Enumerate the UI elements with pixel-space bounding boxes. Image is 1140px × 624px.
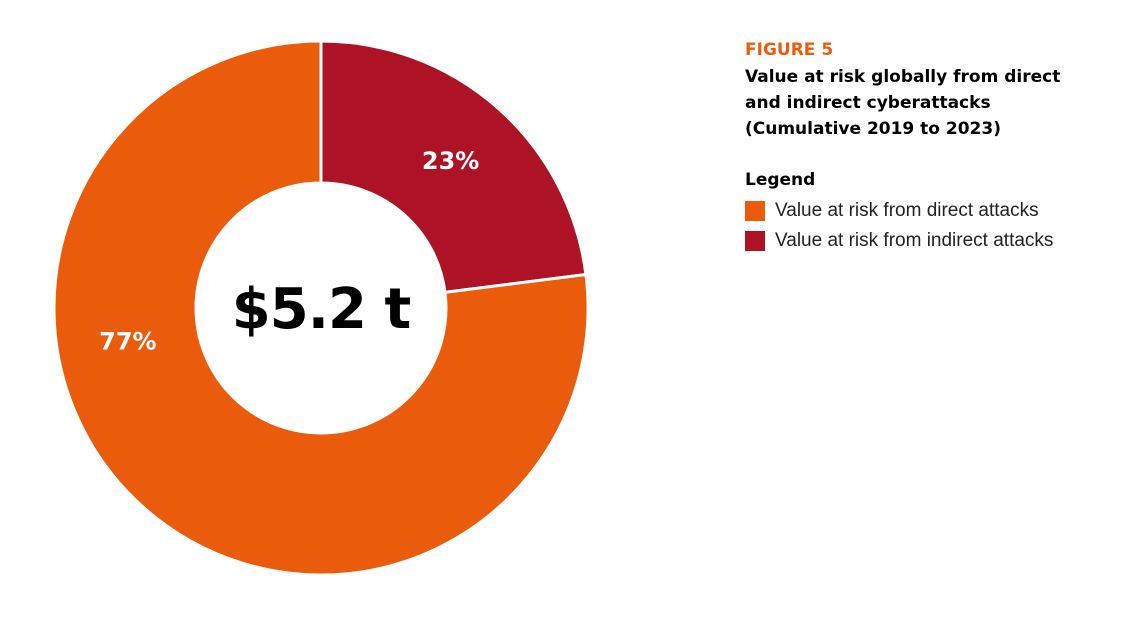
- legend-swatch-direct: [745, 201, 765, 221]
- legend-heading: Legend: [745, 170, 816, 190]
- donut-slice-indirect: [319, 39, 588, 295]
- legend: Value at risk from direct attacks Value …: [745, 196, 1135, 256]
- slice-label-direct: 77%: [99, 327, 156, 355]
- figure-title-line-3: (Cumulative 2019 to 2023): [745, 119, 1001, 139]
- legend-label-direct: Value at risk from direct attacks: [775, 200, 1039, 221]
- slice-labels: 23% 77%: [99, 147, 479, 355]
- legend-label-indirect: Value at risk from indirect attacks: [775, 230, 1054, 251]
- center-total-value: $5.2 t: [232, 277, 411, 342]
- slice-label-indirect: 23%: [422, 147, 479, 175]
- legend-swatch-indirect: [745, 231, 765, 251]
- legend-item-direct: Value at risk from direct attacks: [745, 196, 1135, 226]
- donut-slices: [52, 39, 590, 577]
- figure-title-line-1: Value at risk globally from direct: [745, 67, 1061, 87]
- figure-title-line-2: and indirect cyberattacks: [745, 93, 991, 113]
- legend-item-indirect: Value at risk from indirect attacks: [745, 226, 1135, 256]
- figure-title: Value at risk globally from direct and i…: [745, 64, 1135, 142]
- figure-info-panel: FIGURE 5 Value at risk globally from dir…: [745, 38, 1135, 256]
- donut-slice-direct: [52, 39, 590, 577]
- figure-number: FIGURE 5: [745, 40, 834, 60]
